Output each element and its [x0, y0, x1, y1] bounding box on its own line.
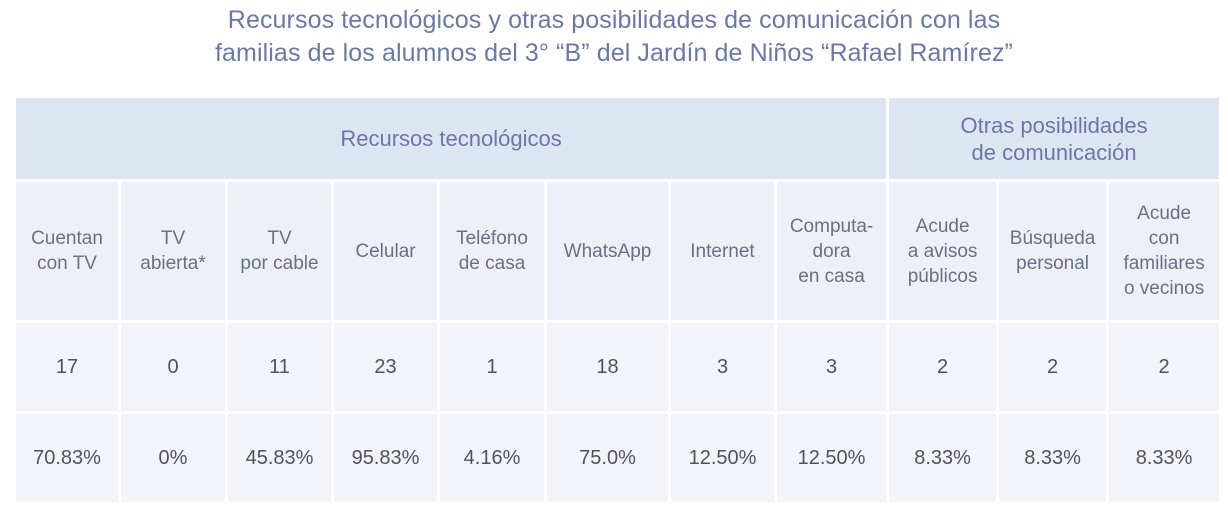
column-header: Celular	[331, 179, 440, 323]
count-cell: 3	[668, 320, 777, 414]
column-header: TV por cable	[225, 179, 334, 323]
percent-cell: 45.83%	[225, 411, 334, 505]
column-header: Cuentan con TV	[13, 179, 121, 323]
column-header: WhatsApp	[544, 179, 671, 323]
percent-cell: 8.33%	[996, 411, 1110, 505]
count-cell: 2	[996, 320, 1110, 414]
count-cell: 23	[331, 320, 440, 414]
percent-cell: 12.50%	[668, 411, 777, 505]
percent-cell: 8.33%	[1106, 411, 1223, 505]
percent-cell: 75.0%	[544, 411, 671, 505]
title-line-1: Recursos tecnológicos y otras posibilida…	[227, 6, 1001, 34]
percent-cell: 12.50%	[773, 411, 890, 505]
column-header: Teléfono de casa	[437, 179, 547, 323]
resources-table: Recursos tecnológicos Otras posibilidade…	[12, 95, 1223, 505]
column-header: Búsqueda personal	[996, 179, 1110, 323]
percent-cell: 8.33%	[886, 411, 1000, 505]
count-cell: 2	[886, 320, 1000, 414]
percent-cell: 95.83%	[331, 411, 440, 505]
table-title: Recursos tecnológicos y otras posibilida…	[0, 4, 1228, 70]
count-cell: 3	[773, 320, 890, 414]
column-header: Computa- dora en casa	[773, 179, 890, 323]
group-header-row: Recursos tecnológicos Otras posibilidade…	[12, 95, 1223, 182]
table-row-counts: 17 0 11 23 1 18 3 3 2 2 2	[13, 320, 1223, 414]
column-header-row: Cuentan con TV TV abierta* TV por cable …	[13, 179, 1223, 323]
column-header: Internet	[668, 179, 777, 323]
percent-cell: 0%	[118, 411, 228, 505]
column-header: TV abierta*	[118, 179, 228, 323]
count-cell: 11	[225, 320, 334, 414]
count-cell: 17	[13, 320, 121, 414]
group-header-other: Otras posibilidades de comunicación	[886, 95, 1223, 182]
column-header: Acude a avisos públicos	[886, 179, 1000, 323]
count-cell: 18	[544, 320, 671, 414]
title-line-2: familias de los alumnos del 3° “B” del J…	[215, 39, 1013, 67]
percent-cell: 70.83%	[13, 411, 121, 505]
column-header: Acude con familiares o vecinos	[1106, 179, 1223, 323]
count-cell: 0	[118, 320, 228, 414]
table-row-percentages: 70.83% 0% 45.83% 95.83% 4.16% 75.0% 12.5…	[13, 411, 1223, 505]
percent-cell: 4.16%	[437, 411, 547, 505]
group-header-tech: Recursos tecnológicos	[12, 95, 890, 182]
count-cell: 1	[437, 320, 547, 414]
count-cell: 2	[1106, 320, 1223, 414]
